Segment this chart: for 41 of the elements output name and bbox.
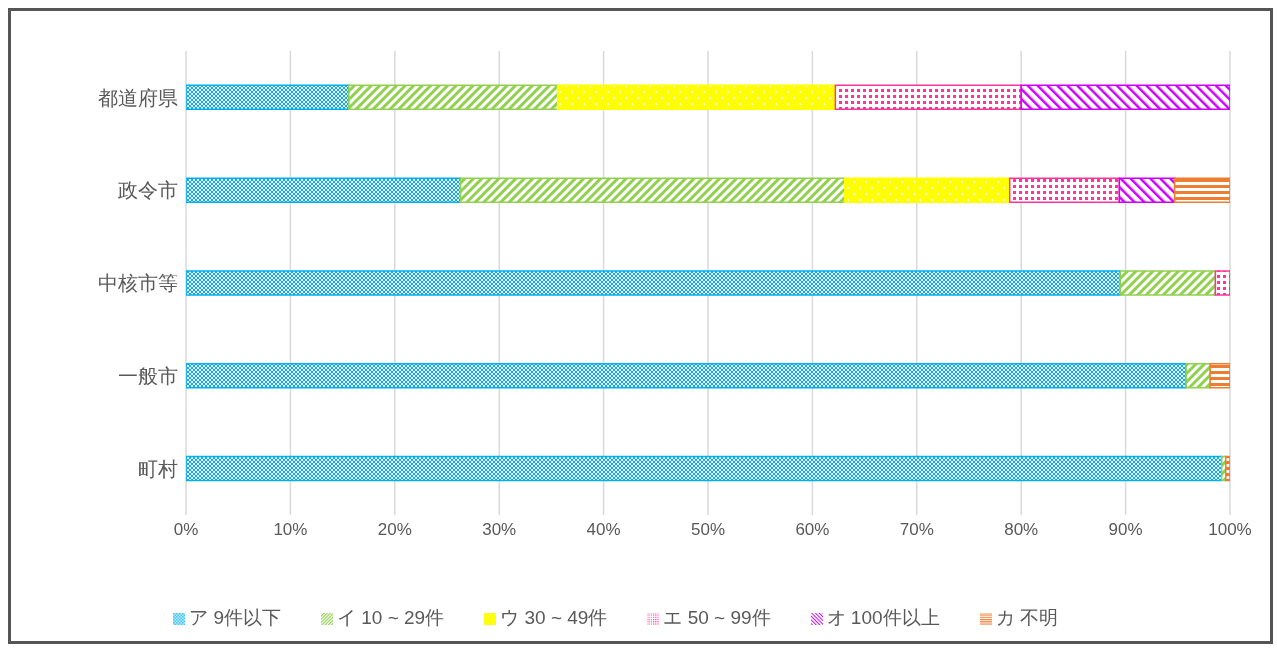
- bar: [1119, 270, 1217, 296]
- y-tick-label: 中核市等: [98, 272, 178, 295]
- bar: [844, 177, 1011, 203]
- x-tick-label: 80%: [1004, 520, 1039, 540]
- bar: [1214, 270, 1230, 296]
- legend-label: ウ 30 ~ 49件: [500, 607, 608, 628]
- y-tick-label: 一般市: [118, 364, 178, 387]
- x-tick-label: 20%: [377, 520, 412, 540]
- bar: [1225, 455, 1230, 482]
- bar: [186, 84, 350, 111]
- y-tick-label: 政令市: [118, 179, 178, 202]
- bar: [1008, 177, 1121, 203]
- y-tick-label: 町村: [138, 457, 178, 480]
- x-tick-label: 30%: [482, 520, 517, 540]
- y-tick-label: 都道府県: [98, 86, 178, 109]
- bar: [556, 84, 837, 111]
- bar: [186, 362, 1187, 389]
- x-tick-label: 40%: [586, 520, 621, 540]
- legend-label: エ 50 ~ 99件: [663, 607, 771, 628]
- bar: [186, 270, 1122, 296]
- x-tick-label: 0%: [173, 520, 199, 540]
- legend-label: イ 10 ~ 29件: [336, 607, 445, 628]
- x-tick-label: 70%: [899, 520, 934, 540]
- bar: [1118, 177, 1176, 203]
- legend-label: ア 9件以下: [189, 607, 281, 628]
- legend-label: オ 100件以上: [826, 607, 940, 628]
- bar: [1020, 84, 1230, 111]
- bar: [186, 455, 1223, 482]
- x-tick-label: 50%: [690, 520, 726, 540]
- x-tick-label: 100%: [1208, 520, 1252, 540]
- bar: [1209, 362, 1230, 389]
- x-tick-label: 90%: [1108, 520, 1143, 540]
- bar: [1185, 362, 1211, 389]
- bar: [186, 177, 462, 203]
- bar: [459, 177, 846, 203]
- legend-label: カ 不明: [995, 607, 1058, 628]
- bar: [348, 84, 559, 111]
- x-tick-label: 10%: [273, 520, 308, 540]
- bar: [1173, 177, 1230, 203]
- bar: [834, 84, 1022, 111]
- x-tick-label: 60%: [795, 520, 830, 540]
